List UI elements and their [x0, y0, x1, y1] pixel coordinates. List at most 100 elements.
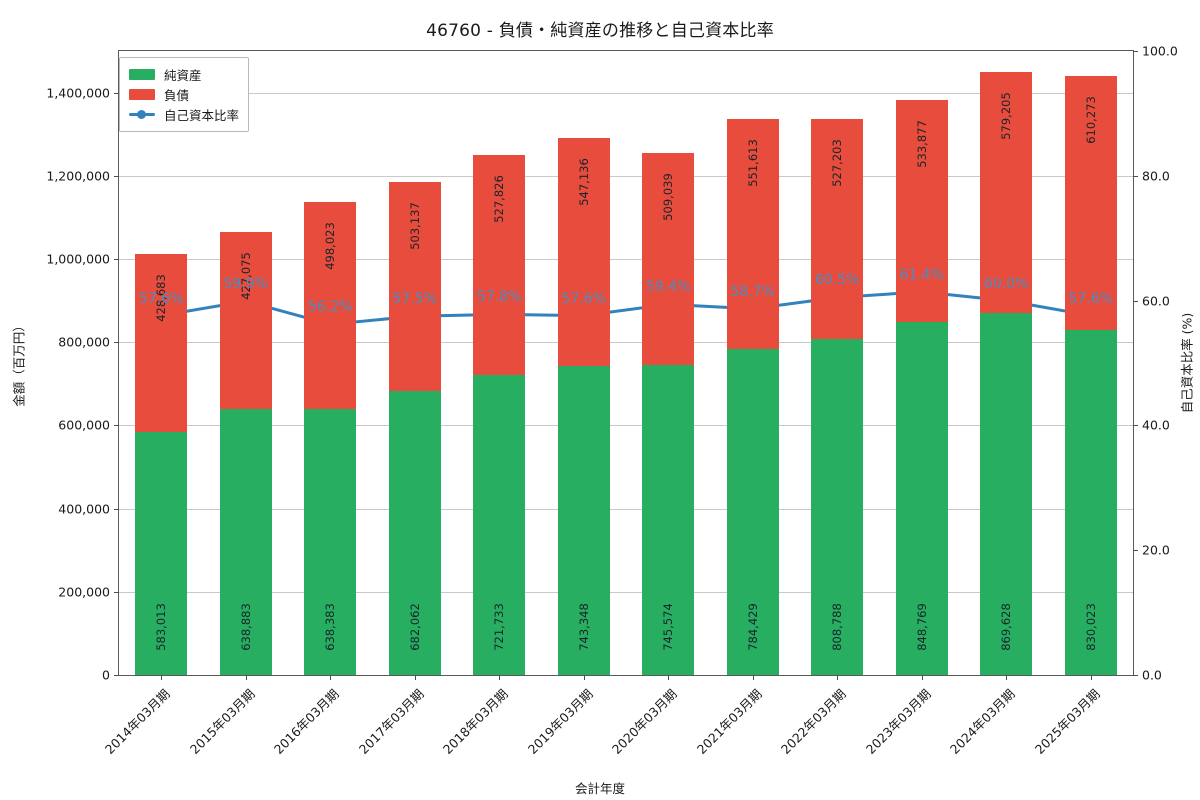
- bar-value-label-equity: 745,574: [661, 603, 676, 651]
- bar-group[interactable]: 682,062 503,137: [388, 51, 441, 675]
- bar-segment-liabilities[interactable]: 551,613: [726, 119, 779, 349]
- y-axis-tick-label-left: 1,000,000: [46, 251, 110, 267]
- bar-group[interactable]: 848,769 533,877: [895, 51, 948, 675]
- bar-segment-liabilities[interactable]: 579,205: [980, 72, 1033, 314]
- x-axis-tick: [1006, 675, 1008, 680]
- equity-ratio-value-label: 58.7%: [730, 283, 775, 300]
- equity-ratio-value-label: 57.6%: [139, 290, 184, 307]
- bar-segment-equity[interactable]: 848,769: [895, 321, 948, 675]
- gridline: [119, 259, 1133, 260]
- equity-ratio-value-label: 59.4%: [646, 279, 691, 296]
- y-axis-tick-left: [114, 508, 119, 510]
- y-axis-tick-label-right: 80.0: [1142, 168, 1170, 184]
- bar-segment-equity[interactable]: 638,383: [304, 409, 357, 675]
- bar-group[interactable]: 745,574 509,039: [642, 51, 695, 675]
- gridline: [119, 175, 1133, 177]
- bar-group[interactable]: 743,348 547,136: [557, 51, 610, 675]
- legend-item-liabilities: 負債: [129, 84, 239, 104]
- bar-segment-equity[interactable]: 808,788: [811, 338, 864, 675]
- bar-segment-liabilities[interactable]: 509,039: [642, 153, 695, 365]
- y-axis-tick-left: [114, 591, 119, 593]
- y-axis-title-left: 金額（百万円）: [11, 319, 27, 407]
- y-axis-tick-right: [1133, 675, 1138, 676]
- x-axis-tick-label: 2014年03月期: [102, 686, 173, 757]
- x-axis-tick-label: 2019年03月期: [524, 686, 596, 757]
- bar-segment-equity[interactable]: 743,348: [557, 365, 610, 675]
- y-axis-tick-left: [114, 342, 119, 344]
- y-axis-tick-left: [114, 675, 119, 676]
- equity-ratio-value-label: 56.2%: [308, 299, 353, 316]
- y-axis-tick-label-left: 1,200,000: [46, 168, 110, 184]
- y-axis-tick-label-left: 0: [102, 667, 110, 683]
- bar-segment-liabilities[interactable]: 427,075: [219, 231, 272, 410]
- bar-group[interactable]: 583,013 428,683: [135, 51, 188, 675]
- equity-ratio-polyline: [160, 290, 1092, 326]
- chart-title: 46760 - 負債・純資産の推移と自己資本比率: [426, 21, 774, 41]
- bar-segment-equity[interactable]: 682,062: [388, 391, 441, 675]
- legend-swatch-equity: [129, 68, 155, 80]
- bar-group[interactable]: 830,023 610,273: [1064, 51, 1117, 675]
- bar-group[interactable]: 638,383 498,023: [304, 51, 357, 675]
- bar-segment-equity[interactable]: 745,574: [642, 364, 695, 675]
- bar-segment-liabilities[interactable]: 610,273: [1064, 75, 1117, 330]
- y-axis-tick-right: [1133, 51, 1138, 52]
- bar-value-label-liabilities: 503,137: [407, 202, 422, 250]
- bar-group[interactable]: 808,788 527,203: [811, 51, 864, 675]
- x-axis-tick-label: 2021年03月期: [693, 686, 765, 757]
- y-axis-tick-label-right: 60.0: [1142, 293, 1170, 309]
- bar-segment-equity[interactable]: 721,733: [473, 374, 526, 675]
- x-axis-tick: [583, 675, 585, 680]
- x-axis-tick-label: 2015年03月期: [186, 686, 258, 757]
- bar-segment-equity[interactable]: 869,628: [980, 313, 1033, 675]
- bar-segment-liabilities[interactable]: 533,877: [895, 99, 948, 322]
- bar-value-label-liabilities: 527,203: [830, 139, 845, 188]
- x-axis-title: 会計年度: [574, 781, 625, 796]
- bar-value-label-equity: 721,733: [492, 603, 507, 651]
- bar-segment-liabilities[interactable]: 498,023: [304, 202, 357, 410]
- bar-group[interactable]: 721,733 527,826: [473, 51, 526, 675]
- legend-label-equity-ratio: 自己資本比率: [164, 107, 240, 123]
- bar-value-label-equity: 869,628: [999, 603, 1014, 651]
- y-axis-tick-label-left: 200,000: [58, 584, 110, 600]
- x-axis-tick-label: 2023年03月期: [862, 686, 934, 757]
- bar-segment-equity[interactable]: 638,883: [219, 409, 272, 675]
- y-axis-tick-label-right: 0.0: [1142, 667, 1162, 683]
- bar-value-label-equity: 638,883: [238, 603, 253, 651]
- bar-group[interactable]: 784,429 551,613: [726, 51, 779, 675]
- x-axis-tick-label: 2020年03月期: [609, 686, 680, 757]
- bar-segment-liabilities[interactable]: 428,683: [135, 254, 188, 433]
- bar-segment-liabilities[interactable]: 527,203: [811, 119, 864, 339]
- y-axis-tick-left: [114, 92, 119, 94]
- x-axis-tick: [752, 675, 754, 680]
- y-axis-tick-right: [1133, 550, 1138, 552]
- x-axis-tick: [161, 675, 163, 680]
- chart-legend: 純資産 負債 自己資本比率: [119, 57, 250, 132]
- gridline: [119, 342, 1133, 344]
- bar-segment-liabilities[interactable]: 547,136: [557, 138, 610, 366]
- bar-value-label-liabilities: 509,039: [661, 173, 676, 221]
- bar-value-label-equity: 830,023: [1083, 603, 1098, 651]
- bar-group[interactable]: 638,883 427,075: [219, 51, 272, 675]
- bar-segment-liabilities[interactable]: 503,137: [388, 181, 441, 392]
- bar-segment-equity[interactable]: 583,013: [135, 432, 188, 675]
- equity-ratio-value-label: 57.6%: [1068, 290, 1113, 307]
- equity-ratio-value-label: 60.0%: [984, 275, 1029, 292]
- bar-value-label-liabilities: 527,826: [492, 175, 507, 223]
- x-axis-tick: [921, 675, 923, 680]
- y-axis-tick-left: [114, 425, 119, 427]
- bar-segment-equity[interactable]: 784,429: [726, 348, 779, 675]
- bar-segment-liabilities[interactable]: 527,826: [473, 155, 526, 375]
- plot-area: 0 200,000 400,000 600,000 800,000 1,000,000 1,…: [46, 44, 1177, 683]
- equity-ratio-value-label: 60.5%: [815, 272, 860, 289]
- legend-label-liabilities: 負債: [164, 87, 190, 103]
- bar-value-label-liabilities: 551,613: [745, 139, 760, 187]
- x-axis-tick-label: 2018年03月期: [440, 686, 511, 757]
- bar-segment-equity[interactable]: 830,023: [1064, 329, 1117, 675]
- legend-label-equity: 純資産: [164, 67, 202, 83]
- bar-group[interactable]: 869,628 579,205: [980, 51, 1033, 675]
- bar-value-label-liabilities: 547,136: [576, 158, 591, 206]
- bar-value-label-equity: 784,429: [745, 603, 760, 651]
- x-axis-tick: [1090, 675, 1092, 680]
- equity-ratio-value-label: 61.4%: [899, 266, 944, 283]
